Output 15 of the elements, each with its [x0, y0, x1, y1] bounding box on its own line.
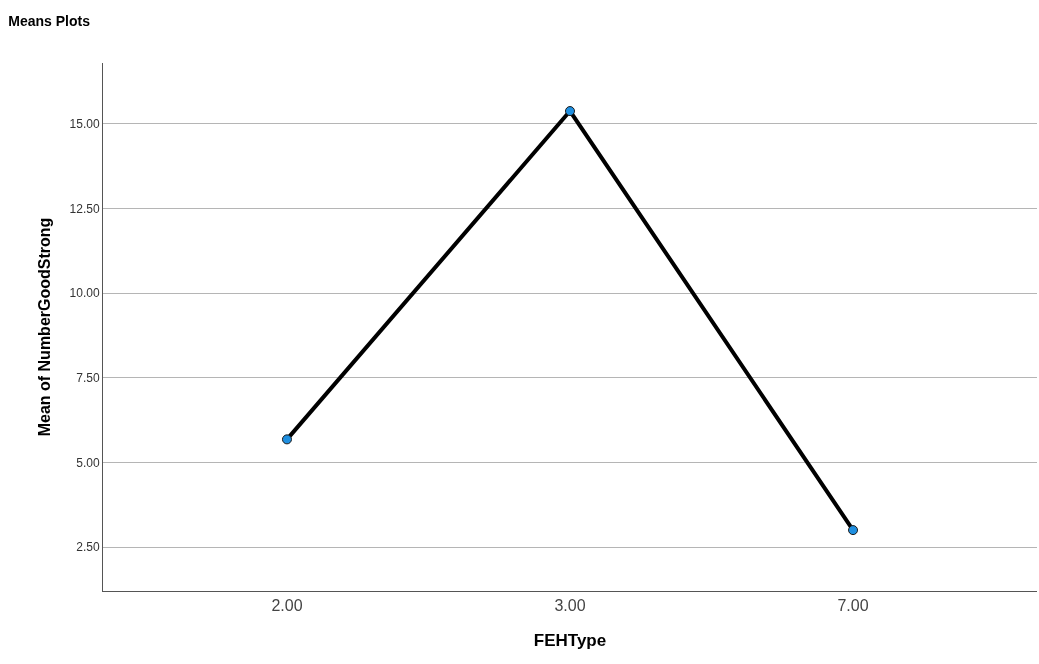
chart-title: Means Plots	[8, 13, 91, 30]
y-axis-title: Mean of NumberGoodStrong	[36, 217, 54, 437]
point	[281, 434, 292, 445]
point	[848, 525, 859, 536]
x-axis-title: FEHType	[533, 630, 607, 650]
y-tick-label: 12.50	[69, 201, 100, 216]
point	[565, 106, 575, 117]
y-tick-label: 7.50	[76, 370, 100, 385]
y-tick-label: 10.00	[69, 286, 100, 301]
y-tick-label: 5.00	[76, 455, 100, 470]
y-tick-label: 15.00	[69, 117, 100, 132]
x-tick-label: 2.00	[271, 597, 303, 615]
x-tick-label: 7.00	[837, 597, 869, 615]
x-tick-label: 3.00	[554, 597, 586, 615]
y-tick-label: 2.50	[76, 540, 100, 555]
